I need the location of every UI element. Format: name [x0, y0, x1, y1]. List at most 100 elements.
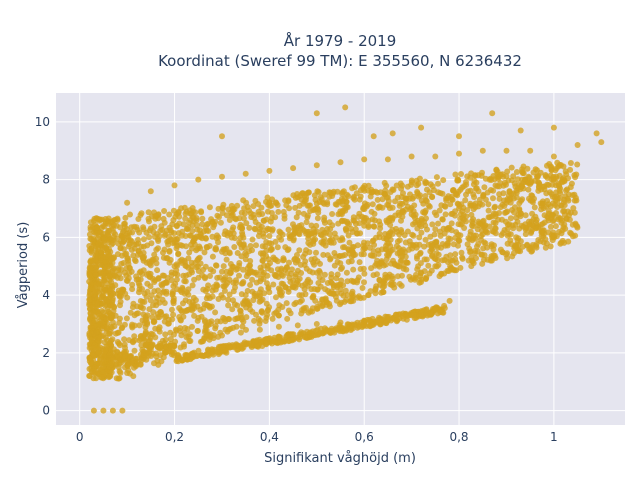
data-point [242, 256, 249, 263]
data-point [147, 188, 154, 195]
data-point [234, 202, 241, 209]
data-point [199, 235, 206, 242]
data-point [248, 344, 255, 350]
data-point [96, 217, 103, 224]
data-point [178, 307, 184, 314]
data-point [370, 272, 377, 279]
data-point [361, 222, 368, 229]
data-point [593, 130, 600, 137]
data-point [243, 220, 250, 227]
data-point [452, 171, 459, 178]
data-point [219, 205, 226, 212]
data-point [173, 245, 180, 252]
x-tick-labels: 0 0,2 0,4 0,6 0,8 1 [76, 430, 558, 444]
data-point [264, 208, 271, 215]
data-point [179, 357, 186, 364]
data-point [157, 309, 164, 315]
data-point [481, 184, 488, 191]
data-point [266, 167, 273, 174]
data-point [219, 173, 225, 180]
data-point [213, 262, 220, 269]
data-point [294, 252, 300, 258]
data-point [89, 264, 96, 271]
data-point [108, 279, 115, 286]
data-point [123, 226, 130, 232]
data-point [499, 171, 506, 178]
data-point [103, 296, 110, 303]
data-point [525, 218, 532, 225]
data-point [322, 296, 329, 303]
data-point [360, 265, 367, 272]
data-point [90, 364, 97, 371]
data-point [479, 147, 486, 154]
data-point [139, 286, 145, 292]
data-point [485, 207, 492, 214]
chart-title-line-1: År 1979 - 2019 [284, 31, 397, 50]
data-point [523, 224, 530, 231]
data-point [343, 203, 350, 210]
data-point [435, 220, 441, 227]
data-point [226, 316, 233, 323]
data-point [525, 180, 532, 186]
data-point [216, 214, 222, 220]
data-point [449, 266, 455, 273]
data-point [191, 234, 198, 241]
data-point [450, 241, 457, 248]
data-point [517, 213, 524, 220]
data-point [261, 262, 267, 269]
data-point [296, 231, 303, 238]
data-point [281, 215, 288, 222]
data-point [196, 243, 203, 250]
data-point [189, 307, 196, 314]
data-point [324, 252, 331, 259]
data-point [206, 332, 213, 339]
data-point [136, 269, 143, 276]
data-point [353, 230, 360, 237]
data-point [408, 312, 415, 319]
data-point [231, 244, 238, 250]
data-point [478, 172, 485, 179]
data-point [550, 229, 557, 236]
data-point [418, 124, 425, 131]
data-point [279, 304, 286, 310]
data-point [561, 211, 568, 218]
data-point [285, 288, 292, 295]
data-point [271, 310, 278, 317]
data-point [143, 341, 150, 348]
data-point [106, 272, 113, 279]
data-point [389, 130, 396, 137]
data-point [213, 235, 220, 242]
data-point [550, 153, 557, 160]
data-point [372, 285, 379, 292]
data-point [225, 206, 232, 213]
data-point [167, 336, 174, 342]
data-point [406, 195, 413, 202]
data-point [91, 317, 98, 324]
data-point [289, 331, 295, 338]
data-point [508, 191, 515, 198]
data-point [296, 247, 303, 254]
data-point [500, 230, 507, 236]
data-point [106, 373, 113, 380]
data-point [317, 283, 324, 290]
data-point [295, 209, 302, 216]
data-point [105, 286, 112, 293]
data-point [389, 215, 396, 222]
data-point [409, 179, 415, 186]
data-point [143, 293, 150, 300]
data-point [169, 316, 176, 323]
data-point [288, 270, 295, 277]
data-point [418, 279, 425, 285]
data-point [100, 332, 107, 339]
data-point [243, 314, 250, 321]
data-point [199, 215, 206, 222]
data-point [258, 308, 265, 315]
data-point [232, 215, 238, 222]
data-point [538, 206, 545, 213]
data-point [561, 178, 568, 185]
data-point [86, 372, 93, 379]
data-point [94, 225, 101, 232]
data-point [160, 254, 167, 261]
data-point [417, 260, 424, 267]
data-point [351, 184, 358, 191]
